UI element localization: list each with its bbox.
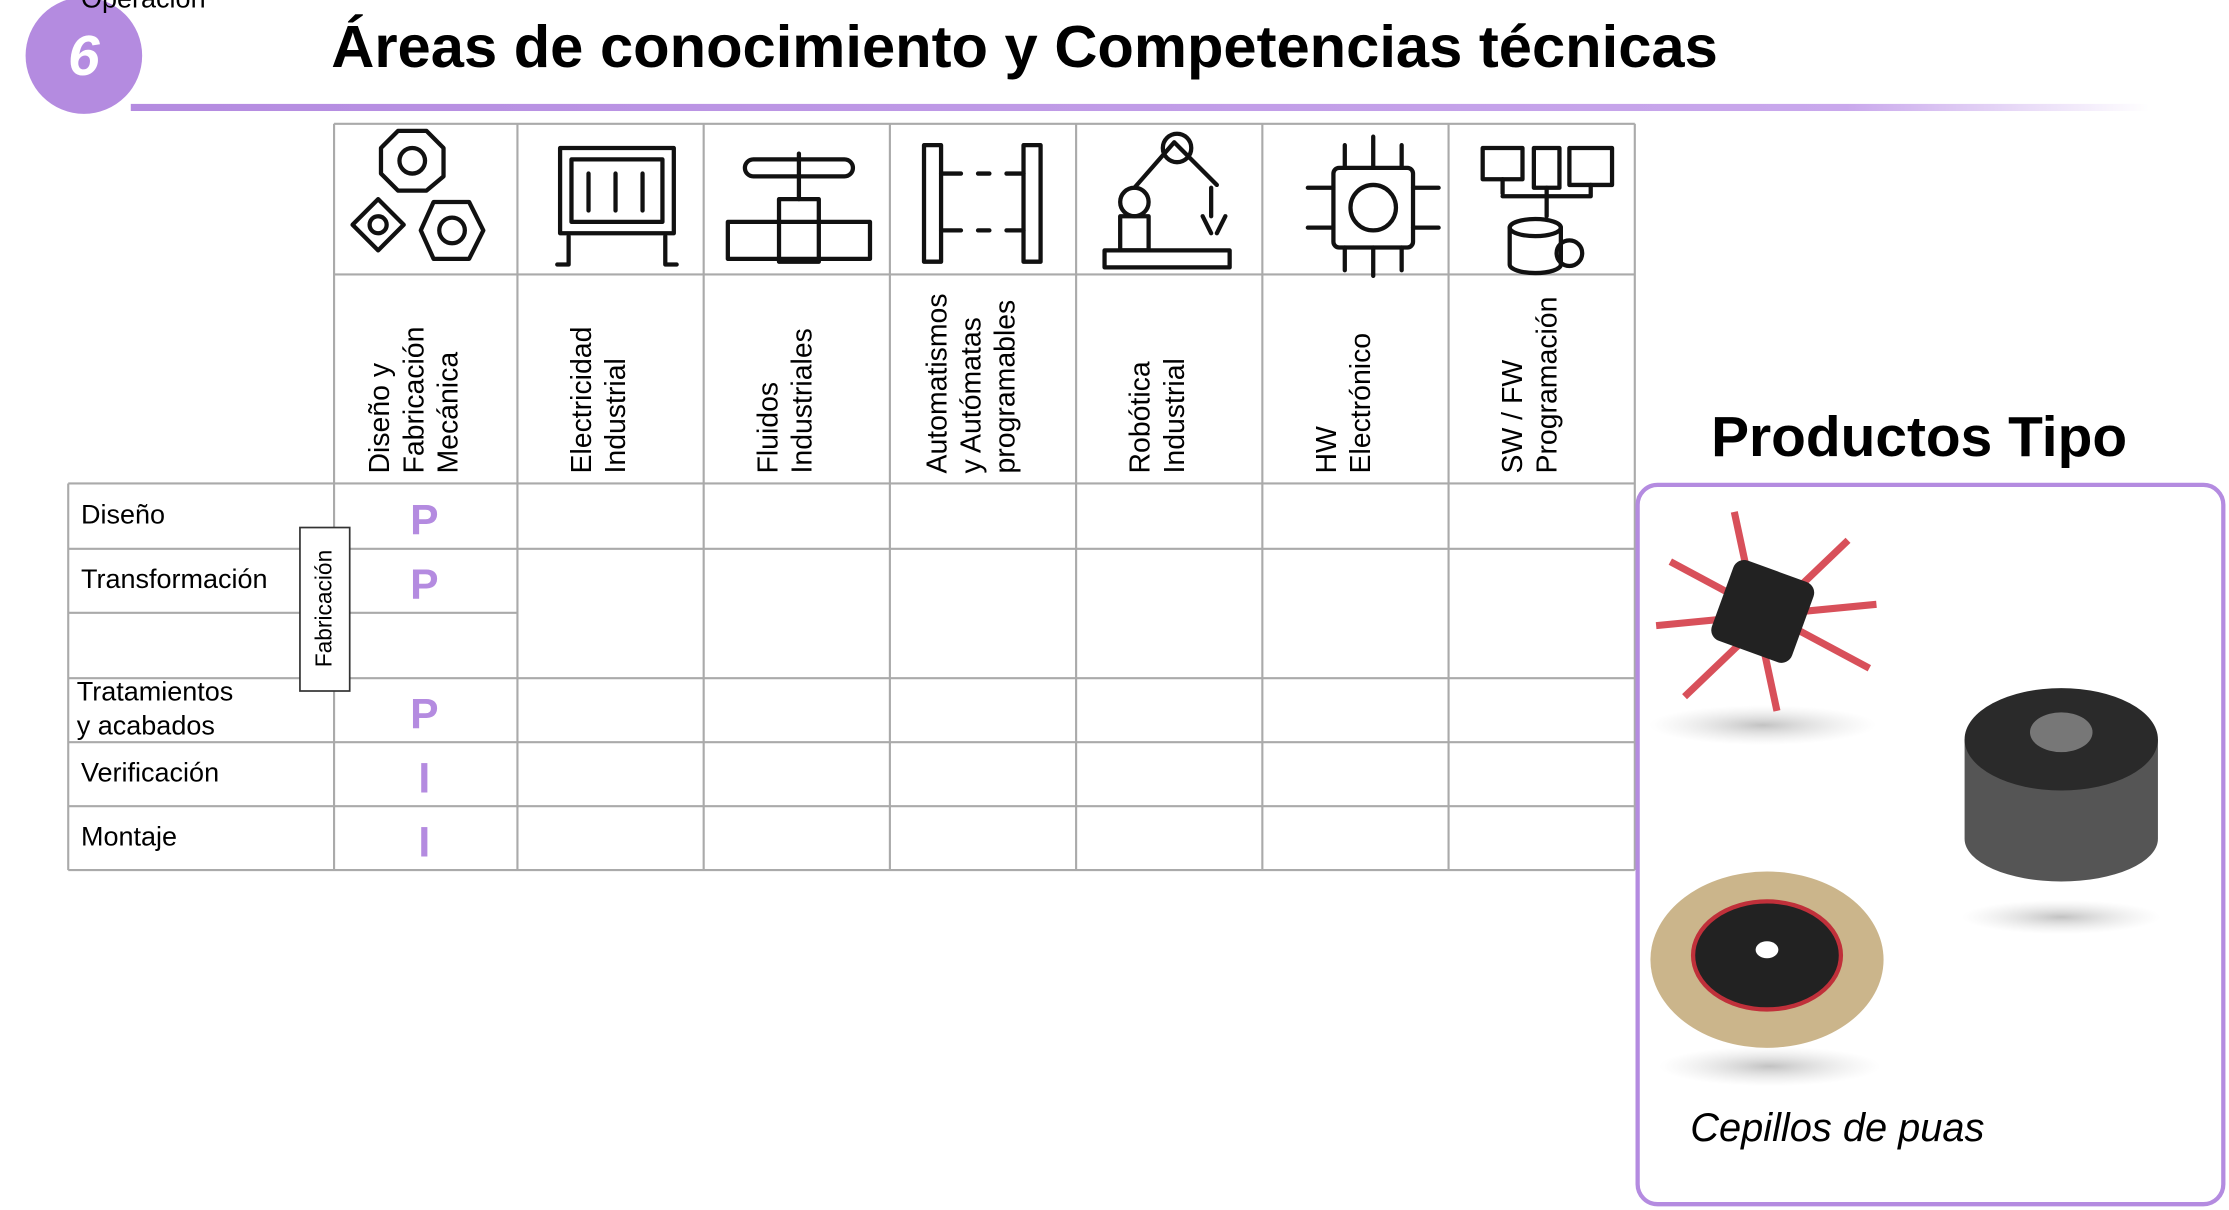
row-label: Operación — [81, 0, 206, 13]
column-header: Robótica — [1125, 361, 1157, 473]
products-box — [1635, 482, 2226, 1207]
column-header: Diseño y — [364, 362, 396, 473]
row-label: Tratamientos — [77, 676, 234, 706]
competence-level: P — [410, 561, 438, 609]
row-label: Montaje — [81, 821, 177, 851]
column-header: Electricidad — [566, 327, 598, 474]
row-label: Diseño — [81, 499, 165, 529]
product-images — [1649, 511, 2161, 1087]
row-label: y acabados — [77, 710, 215, 740]
column-header: y Autómatas — [956, 317, 988, 473]
column-header: Mecánica — [432, 352, 464, 474]
column-header: SW / FW — [1497, 360, 1529, 474]
competence-level: P — [410, 691, 438, 739]
badge-number: 6 — [68, 25, 100, 88]
column-header: programables — [990, 300, 1022, 474]
column-header: Industrial — [600, 358, 632, 473]
column-header: Automatismos — [921, 293, 953, 473]
column-header: Electrónico — [1345, 333, 1377, 474]
title: Áreas de conocimiento y Competencias téc… — [331, 13, 1718, 80]
group-box — [299, 526, 351, 692]
competence-level: I — [418, 819, 430, 867]
badge — [25, 0, 143, 114]
column-header: HW — [1311, 426, 1343, 474]
column-header: Fabricación — [398, 327, 430, 474]
row-label: Verificación — [81, 757, 219, 787]
column-icons — [350, 128, 1615, 279]
column-header: Industrial — [1159, 358, 1191, 473]
products-title: Productos Tipo — [1711, 406, 2127, 469]
table: Diseño y Fabricación Mecánica Electricidad I… — [67, 0, 1636, 872]
products-caption: Cepillos de puas — [1690, 1106, 1984, 1150]
group-label: Fabricación — [311, 550, 337, 668]
column-header: Programación — [1531, 297, 1563, 474]
column-header: Industriales — [786, 328, 818, 473]
competence-level: P — [410, 497, 438, 545]
title-underline — [130, 103, 2150, 112]
row-label: Transformación — [81, 564, 268, 594]
column-header: Fluidos — [752, 382, 784, 474]
competence-level: I — [418, 755, 430, 803]
